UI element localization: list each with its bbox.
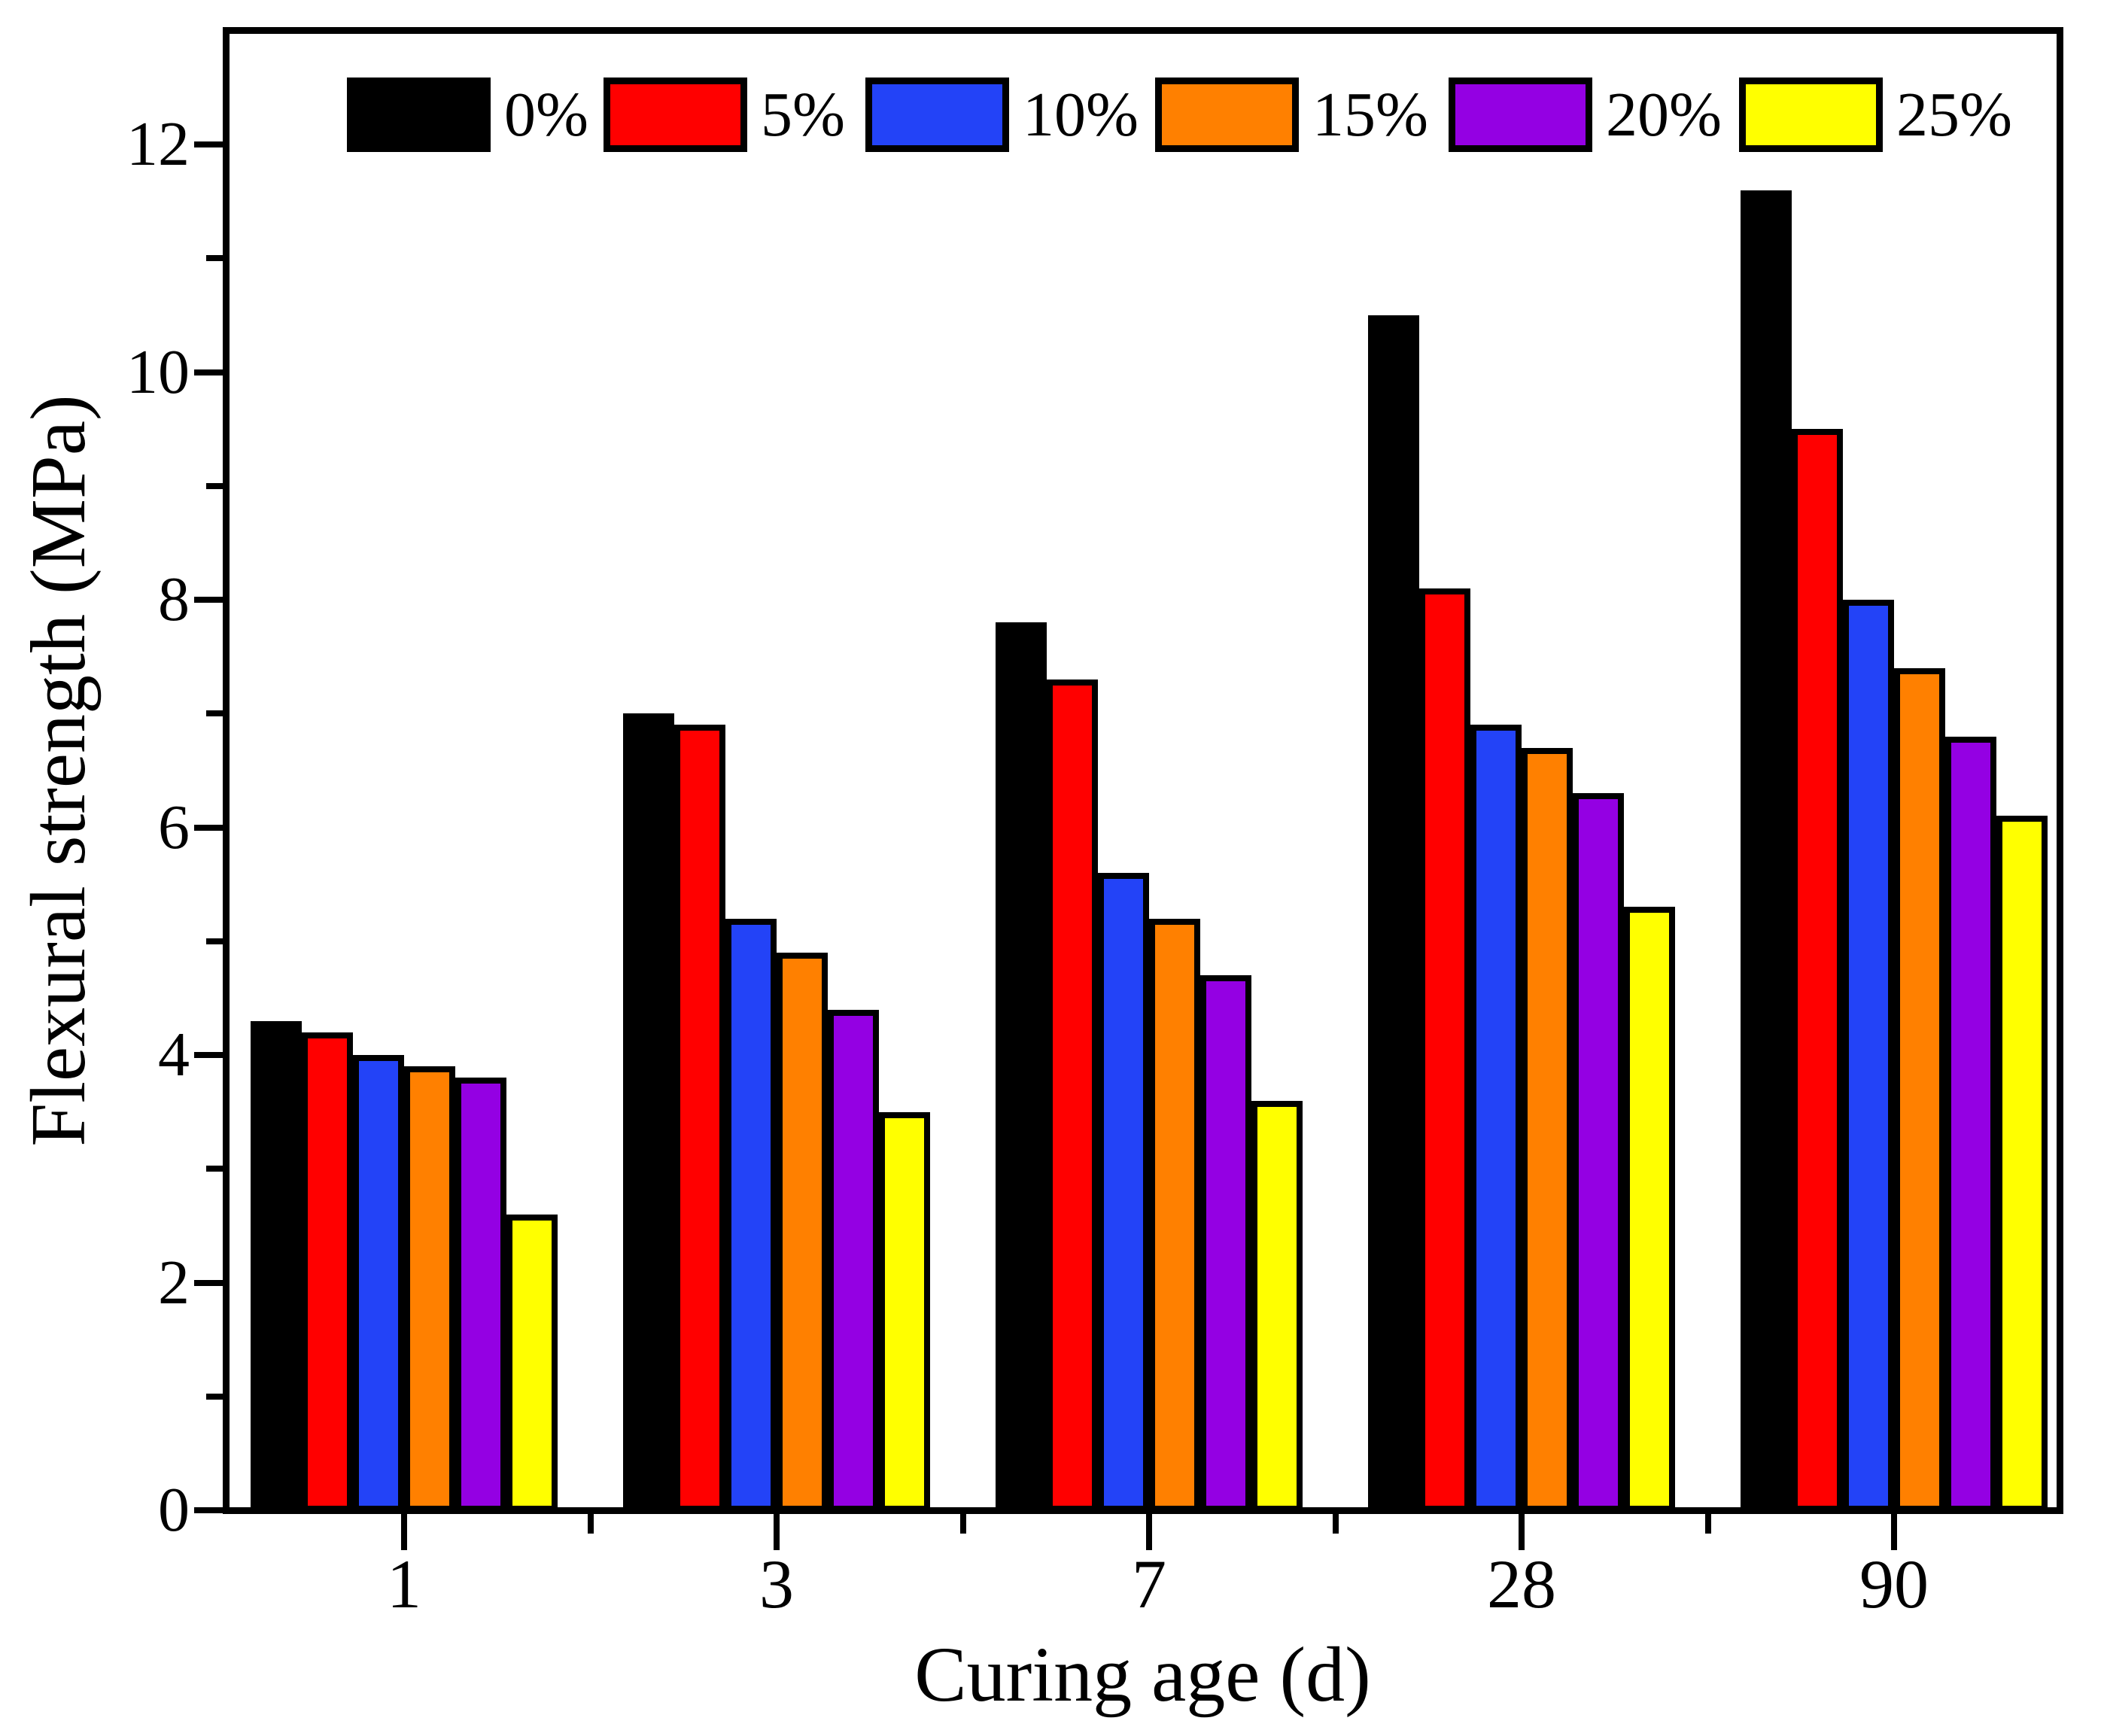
bar-20pct-1d xyxy=(455,1078,506,1512)
legend-label-20pct: 20% xyxy=(1606,80,1722,150)
y-tick-label-6: 6 xyxy=(158,792,190,862)
legend-swatch-15pct xyxy=(1155,78,1299,152)
y-axis-title: Flexural strength (MPa) xyxy=(15,394,102,1147)
x-major-tick-7 xyxy=(1146,1514,1152,1550)
bar-5pct-3d xyxy=(674,725,725,1512)
y-major-tick-2 xyxy=(194,1279,223,1286)
y-tick-label-2: 2 xyxy=(158,1247,190,1318)
x-minor-tick-0 xyxy=(587,1514,594,1534)
bar-25pct-3d xyxy=(879,1111,930,1512)
y-major-tick-4 xyxy=(194,1052,223,1058)
y-tick-label-12: 12 xyxy=(126,109,190,179)
y-tick-label-0: 0 xyxy=(158,1475,190,1545)
legend-label-5pct: 5% xyxy=(761,80,845,150)
legend-label-10pct: 10% xyxy=(1023,80,1139,150)
x-axis-title: Curing age (d) xyxy=(914,1631,1371,1718)
bar-5pct-7d xyxy=(1047,679,1098,1512)
bar-25pct-1d xyxy=(506,1214,558,1512)
y-minor-tick-3 xyxy=(206,1166,223,1172)
bar-15pct-28d xyxy=(1522,747,1573,1512)
y-major-tick-6 xyxy=(194,824,223,831)
bar-15pct-1d xyxy=(404,1066,455,1512)
legend-swatch-0pct xyxy=(347,78,491,152)
bar-15pct-7d xyxy=(1149,918,1200,1512)
x-minor-tick-1 xyxy=(959,1514,966,1534)
bar-25pct-28d xyxy=(1624,907,1675,1512)
legend-swatch-25pct xyxy=(1739,78,1883,152)
bar-10pct-1d xyxy=(353,1055,404,1512)
legend-swatch-20pct xyxy=(1449,78,1592,152)
bar-0pct-1d xyxy=(251,1020,302,1512)
y-major-tick-0 xyxy=(194,1507,223,1513)
bar-25pct-90d xyxy=(1996,816,2048,1512)
y-tick-label-4: 4 xyxy=(158,1020,190,1090)
y-minor-tick-9 xyxy=(206,482,223,489)
x-minor-tick-2 xyxy=(1332,1514,1339,1534)
x-tick-label-28: 28 xyxy=(1487,1546,1556,1622)
bar-10pct-90d xyxy=(1843,600,1894,1512)
x-major-tick-28 xyxy=(1519,1514,1525,1550)
bar-15pct-3d xyxy=(777,952,828,1512)
bar-0pct-28d xyxy=(1368,315,1419,1512)
x-tick-label-3: 3 xyxy=(759,1546,794,1622)
bar-15pct-90d xyxy=(1894,667,1945,1512)
legend-swatch-5pct xyxy=(604,78,747,152)
y-major-tick-12 xyxy=(194,141,223,147)
bar-20pct-3d xyxy=(828,1009,879,1512)
legend-label-25pct: 25% xyxy=(1896,80,2012,150)
y-tick-label-8: 8 xyxy=(158,564,190,634)
y-major-tick-10 xyxy=(194,369,223,375)
y-major-tick-8 xyxy=(194,597,223,603)
x-tick-label-90: 90 xyxy=(1859,1546,1929,1622)
x-minor-tick-3 xyxy=(1704,1514,1711,1534)
bar-25pct-7d xyxy=(1251,1100,1303,1512)
legend-label-15pct: 15% xyxy=(1312,80,1428,150)
y-minor-tick-5 xyxy=(206,938,223,944)
bar-0pct-90d xyxy=(1741,190,1792,1512)
y-minor-tick-1 xyxy=(206,1393,223,1400)
bar-10pct-7d xyxy=(1098,873,1149,1512)
x-tick-label-1: 1 xyxy=(387,1546,421,1622)
bar-0pct-7d xyxy=(996,622,1047,1512)
bar-10pct-3d xyxy=(725,918,777,1512)
bar-20pct-28d xyxy=(1573,793,1624,1512)
bar-20pct-7d xyxy=(1200,975,1251,1512)
bar-5pct-28d xyxy=(1419,588,1470,1512)
y-tick-label-10: 10 xyxy=(126,336,190,407)
y-minor-tick-7 xyxy=(206,710,223,717)
bar-20pct-90d xyxy=(1945,736,1996,1512)
bar-5pct-1d xyxy=(302,1032,353,1512)
x-tick-label-7: 7 xyxy=(1132,1546,1166,1622)
legend-swatch-10pct xyxy=(865,78,1009,152)
legend-label-0pct: 0% xyxy=(504,80,588,150)
x-major-tick-3 xyxy=(774,1514,780,1550)
x-major-tick-90 xyxy=(1891,1514,1897,1550)
x-major-tick-1 xyxy=(401,1514,407,1550)
bar-5pct-90d xyxy=(1792,429,1843,1512)
bar-10pct-28d xyxy=(1470,725,1522,1512)
bar-0pct-3d xyxy=(623,713,674,1512)
y-minor-tick-11 xyxy=(206,255,223,262)
